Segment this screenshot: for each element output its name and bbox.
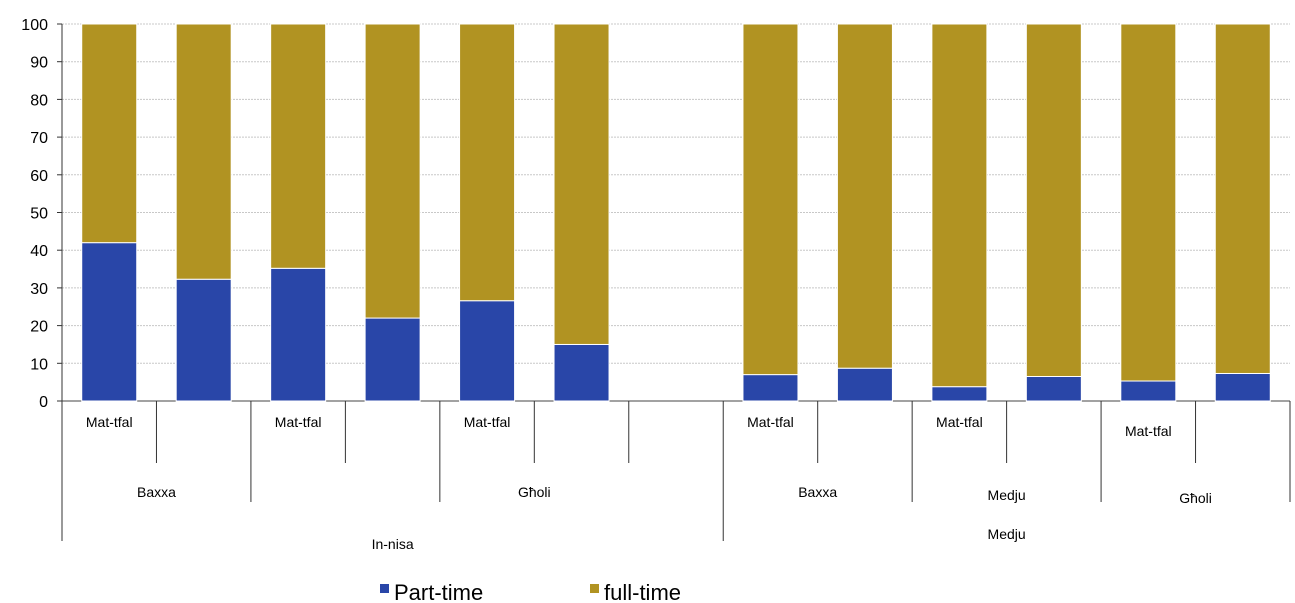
legend-swatch <box>380 584 389 593</box>
y-tick-label: 10 <box>30 356 48 373</box>
bar-full-time <box>931 23 988 388</box>
y-tick-label: 40 <box>30 243 48 260</box>
bar-full-time <box>1025 23 1082 377</box>
x-level2-label: Medju <box>988 487 1026 503</box>
x-level1-label: Mat-tfal <box>747 414 794 430</box>
bar-full-time <box>1120 23 1177 382</box>
y-tick-label: 70 <box>30 130 48 147</box>
x-level3-label: In-nisa <box>372 536 414 552</box>
y-tick-label: 0 <box>39 394 48 411</box>
bar-part-time <box>931 386 988 402</box>
x-level2-label: Għoli <box>1179 490 1212 506</box>
x-level1-label: Mat-tfal <box>275 414 322 430</box>
bar-full-time <box>1214 23 1271 374</box>
bar-full-time <box>742 23 799 376</box>
x-level1-label: Mat-tfal <box>936 414 983 430</box>
bar-full-time <box>836 23 893 369</box>
y-tick-label: 50 <box>30 206 48 223</box>
bar-full-time <box>270 23 327 269</box>
bar-part-time <box>836 367 893 402</box>
y-tick-label: 100 <box>21 17 48 34</box>
bar-full-time <box>175 23 232 280</box>
bar-part-time <box>81 242 138 402</box>
legend-label: Part-time <box>394 580 483 603</box>
bar-full-time <box>459 23 516 302</box>
bars <box>81 23 1271 402</box>
x-level1-label: Mat-tfal <box>86 414 133 430</box>
x-level3-label: Medju <box>988 526 1026 542</box>
y-tick-label: 20 <box>30 319 48 336</box>
y-tick-label: 80 <box>30 92 48 109</box>
y-tick-label: 30 <box>30 281 48 298</box>
bar-part-time <box>459 300 516 402</box>
x-level1-label: Mat-tfal <box>464 414 511 430</box>
bar-full-time <box>364 23 421 319</box>
bar-part-time <box>742 374 799 402</box>
x-level2-label: Għoli <box>518 484 551 500</box>
y-axis: 0 10 20 30 40 50 60 70 80 90 100 <box>21 17 63 411</box>
bar-full-time <box>81 23 138 244</box>
y-tick-label: 90 <box>30 55 48 72</box>
x-level2-label: Baxxa <box>798 484 837 500</box>
bar-part-time <box>1025 375 1082 402</box>
bar-part-time <box>1120 380 1177 402</box>
gridlines <box>62 23 1290 402</box>
bar-part-time <box>553 343 610 402</box>
bar-part-time <box>175 278 232 402</box>
bar-part-time <box>270 267 327 402</box>
bar-part-time <box>364 317 421 402</box>
x-level2-label: Baxxa <box>137 484 176 500</box>
bar-part-time <box>1214 372 1271 402</box>
bar-full-time <box>553 23 610 345</box>
legend-label: full-time <box>604 580 681 603</box>
x-level1-label: Mat-tfal <box>1125 423 1172 439</box>
y-tick-label: 60 <box>30 168 48 185</box>
legend-swatch <box>590 584 599 593</box>
legend: Part-time full-time <box>380 580 681 603</box>
x-axis-categories: Mat-tfal Mat-tfal Mat-tfal Mat-tfal Mat-tfal… <box>61 401 1291 552</box>
